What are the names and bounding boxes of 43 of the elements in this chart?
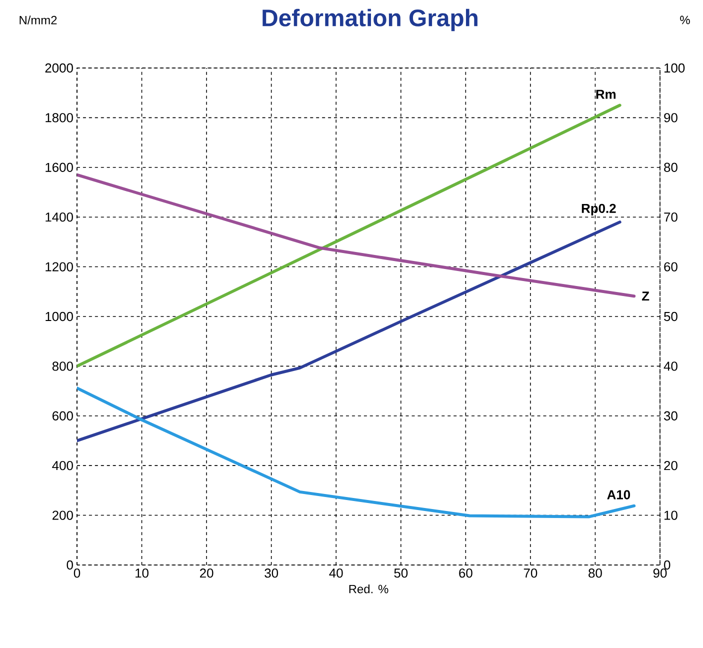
y2-tick-label: 80 [664,162,678,172]
x-tick-label: 90 [653,568,667,578]
y-tick-label: 2000 [45,63,73,73]
y2-axis-title: % [680,16,690,24]
y-axis-title: N/mm2 [20,16,57,24]
series-label: A10 [607,490,630,500]
series-label: Rp0.2 [582,204,616,216]
y-tick-label: 800 [52,362,73,371]
x-tick-label: 10 [136,568,148,578]
x-tick-label: 30 [264,568,278,578]
y2-tick-label: 10 [664,510,678,520]
y-tick-label: 1800 [46,113,73,122]
series-label: Z [642,292,650,301]
y2-tick-label: 90 [664,113,678,122]
y-tick-label: 1400 [46,212,73,222]
line-series [77,386,636,518]
y-tick-label: 1600 [46,162,73,172]
y2-tick-label: 60 [664,262,678,272]
y2-tick-label: 50 [664,312,678,322]
y-tick-label: 600 [52,411,73,420]
x-tick-label: 50 [394,568,408,578]
x-axis-title: Red. % [349,584,388,594]
y2-tick-label: 20 [664,460,678,470]
y2-tick-label: 70 [664,212,678,222]
series-label: Rm [596,90,616,99]
x-tick-label: 0 [74,568,80,578]
y-tick-label: 1200 [46,262,73,272]
y2-tick-label: 40 [664,362,678,371]
chart-title: Deformation Graph [262,8,478,32]
y-tick-label: 200 [52,510,73,520]
x-tick-label: 70 [524,568,538,578]
y-tick-label: 0 [66,560,73,570]
y2-tick-label: 100 [664,63,685,73]
line-series [77,173,636,298]
y-tick-label: 1000 [46,312,73,322]
y2-tick-label: 0 [664,560,670,570]
x-tick-label: 20 [200,568,214,578]
y-tick-label: 400 [52,461,73,470]
x-tick-label: 40 [329,568,343,578]
x-tick-label: 80 [588,568,602,578]
line-series [77,220,622,442]
x-tick-label: 60 [459,568,472,578]
y2-tick-label: 30 [664,411,678,420]
